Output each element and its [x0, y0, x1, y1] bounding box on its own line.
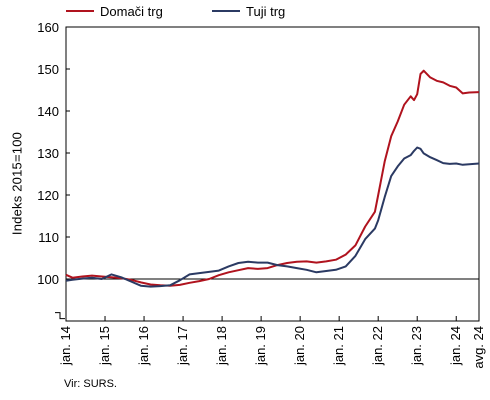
legend-item-tuji-trg: Tuji trg — [212, 2, 285, 20]
y-tick-label: 150 — [37, 62, 59, 77]
x-tick-label: jan. 19 — [253, 326, 268, 366]
x-tick-label: jan. 23 — [409, 326, 424, 366]
x-tick-label: jan. 16 — [136, 326, 151, 366]
series-line-domaci-trg — [65, 69, 480, 287]
x-tick-label: jan. 18 — [214, 326, 229, 366]
y-tick-label: 140 — [37, 104, 59, 119]
x-tick-label: jan. 24 — [448, 326, 463, 366]
series-line-tuji-trg — [65, 146, 480, 288]
axis-break-icon — [55, 312, 65, 320]
legend-swatch-domaci-trg — [66, 9, 94, 13]
x-tick-label: jan. 21 — [331, 326, 346, 366]
x-tick-label: jan. 22 — [370, 326, 385, 366]
y-tick-label: 130 — [37, 146, 59, 161]
y-tick-label: 100 — [37, 272, 59, 287]
y-tick-label: 160 — [37, 20, 59, 35]
y-tick-label: 110 — [38, 230, 59, 245]
x-tick-label: jan. 15 — [97, 326, 112, 366]
legend-label-domaci-trg: Domači trg — [100, 3, 163, 19]
x-tick-label: jan. 14 — [58, 326, 73, 366]
source-note: Vir: SURS. — [64, 378, 117, 390]
plot-frame — [65, 26, 480, 322]
legend-label-tuji-trg: Tuji trg — [246, 3, 286, 19]
legend-swatch-tuji-trg — [212, 9, 240, 13]
legend-item-domaci-trg: Domači trg — [66, 2, 163, 20]
x-tick-label: avg. 24 — [471, 326, 486, 369]
x-tick-label: jan. 17 — [175, 326, 190, 366]
y-tick-label: 120 — [37, 188, 59, 203]
x-tick-label: jan. 20 — [292, 326, 307, 366]
